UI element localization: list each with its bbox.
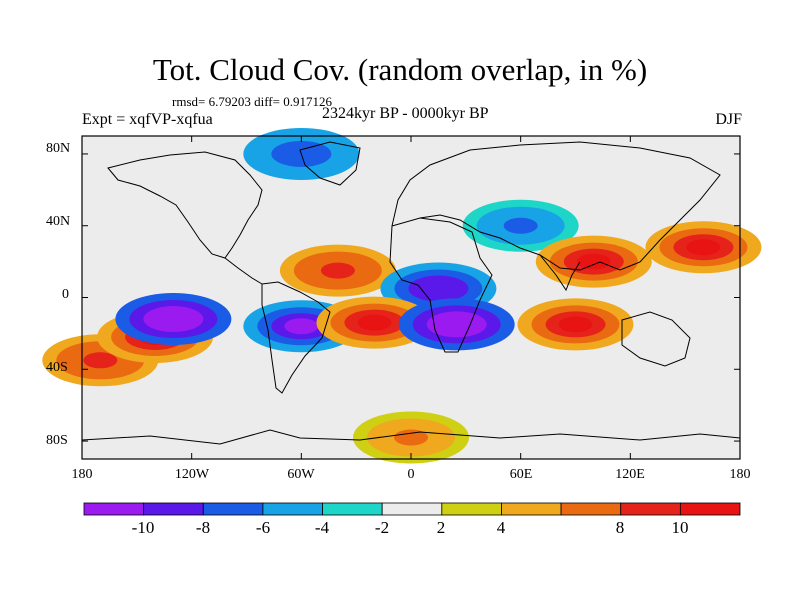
colorbar-swatch xyxy=(262,502,323,516)
x-tick-120w: 120W xyxy=(174,467,210,482)
anomaly-contour xyxy=(394,429,428,446)
map-field xyxy=(42,127,762,464)
colorbar xyxy=(83,502,741,516)
colorbar-swatch xyxy=(202,502,264,516)
anomaly-contour xyxy=(686,239,721,256)
colorbar-label-8: 8 xyxy=(615,518,625,537)
x-tick-0: 0 xyxy=(407,467,415,482)
colorbar-label-m2: -2 xyxy=(374,518,390,537)
anomaly-southern-africa xyxy=(398,298,515,351)
chart-title: Tot. Cloud Cov. (random overlap, in %) xyxy=(152,52,648,87)
colorbar-swatch xyxy=(441,502,502,516)
coastline-australia xyxy=(621,311,691,367)
colorbar-label-m10: -10 xyxy=(131,518,155,537)
x-tick-180e: 180 xyxy=(729,467,751,482)
anomaly-indian-ocean-band xyxy=(517,298,634,351)
anomaly-contour xyxy=(576,253,611,270)
anomaly-contour xyxy=(156,311,191,328)
anomaly-tropical-east-pacific xyxy=(115,293,232,346)
anomaly-south-atlantic xyxy=(316,296,433,349)
colorbar-swatch xyxy=(560,502,622,516)
colorbar-swatch xyxy=(501,502,562,516)
period-label: 2324kyr BP - 0000kyr BP xyxy=(322,105,489,122)
y-tick-40S: 40S xyxy=(46,360,68,375)
colorbar-label-10: 10 xyxy=(671,518,689,537)
coastline-south-america xyxy=(261,281,331,394)
anomaly-contour xyxy=(320,262,355,279)
stats-text: rmsd= 6.79203 diff= 0.917126 xyxy=(172,94,332,109)
axis-ticks xyxy=(81,136,741,459)
colorbar-swatch xyxy=(381,502,443,516)
coastline-eurasia xyxy=(391,141,721,271)
coastline-north-america xyxy=(107,151,263,259)
colorbar-swatch xyxy=(83,502,145,516)
coastline-greenland xyxy=(299,141,361,186)
anomaly-contour xyxy=(357,314,392,331)
anomaly-contour xyxy=(558,316,593,333)
anomaly-contour xyxy=(503,217,538,234)
experiment-label: Expt = xqfVP-xqfua xyxy=(82,111,213,128)
anomaly-north-pacific xyxy=(645,221,762,274)
colorbar-label-2: 2 xyxy=(436,518,446,537)
colorbar-label-m4: -4 xyxy=(314,518,330,537)
x-tick-60e: 60E xyxy=(509,467,533,482)
anomaly-north-atlantic xyxy=(279,244,396,297)
coastline-central-america xyxy=(224,257,263,285)
y-tick-80S: 80S xyxy=(46,433,68,448)
colorbar-swatch xyxy=(679,502,741,516)
x-tick-180w: 180 xyxy=(71,467,93,482)
colorbar-swatch xyxy=(620,502,681,516)
y-tick-0: 0 xyxy=(62,287,69,302)
x-tick-60w: 60W xyxy=(287,467,315,482)
colorbar-label-m6: -6 xyxy=(255,518,271,537)
anomaly-contour xyxy=(284,318,319,335)
colorbar-swatch xyxy=(143,502,204,516)
anomaly-asia xyxy=(535,235,652,288)
anomaly-contour xyxy=(83,352,118,369)
x-tick-120e: 120E xyxy=(615,467,645,482)
colorbar-label-4: 4 xyxy=(496,518,506,537)
coastline-africa xyxy=(389,217,493,353)
anomaly-contour xyxy=(439,316,474,333)
colorbar-swatch xyxy=(322,502,383,516)
y-tick-80N: 80N xyxy=(46,141,71,156)
y-tick-40N: 40N xyxy=(46,214,71,229)
season-label: DJF xyxy=(715,111,742,128)
colorbar-label-m8: -8 xyxy=(195,518,211,537)
anomaly-contour xyxy=(421,280,456,297)
anomaly-southern-ocean xyxy=(353,411,469,464)
anomaly-central-asia xyxy=(462,199,579,252)
coastline-antarctica xyxy=(81,429,741,445)
coastlines xyxy=(81,141,741,445)
coastline-india xyxy=(539,254,581,292)
